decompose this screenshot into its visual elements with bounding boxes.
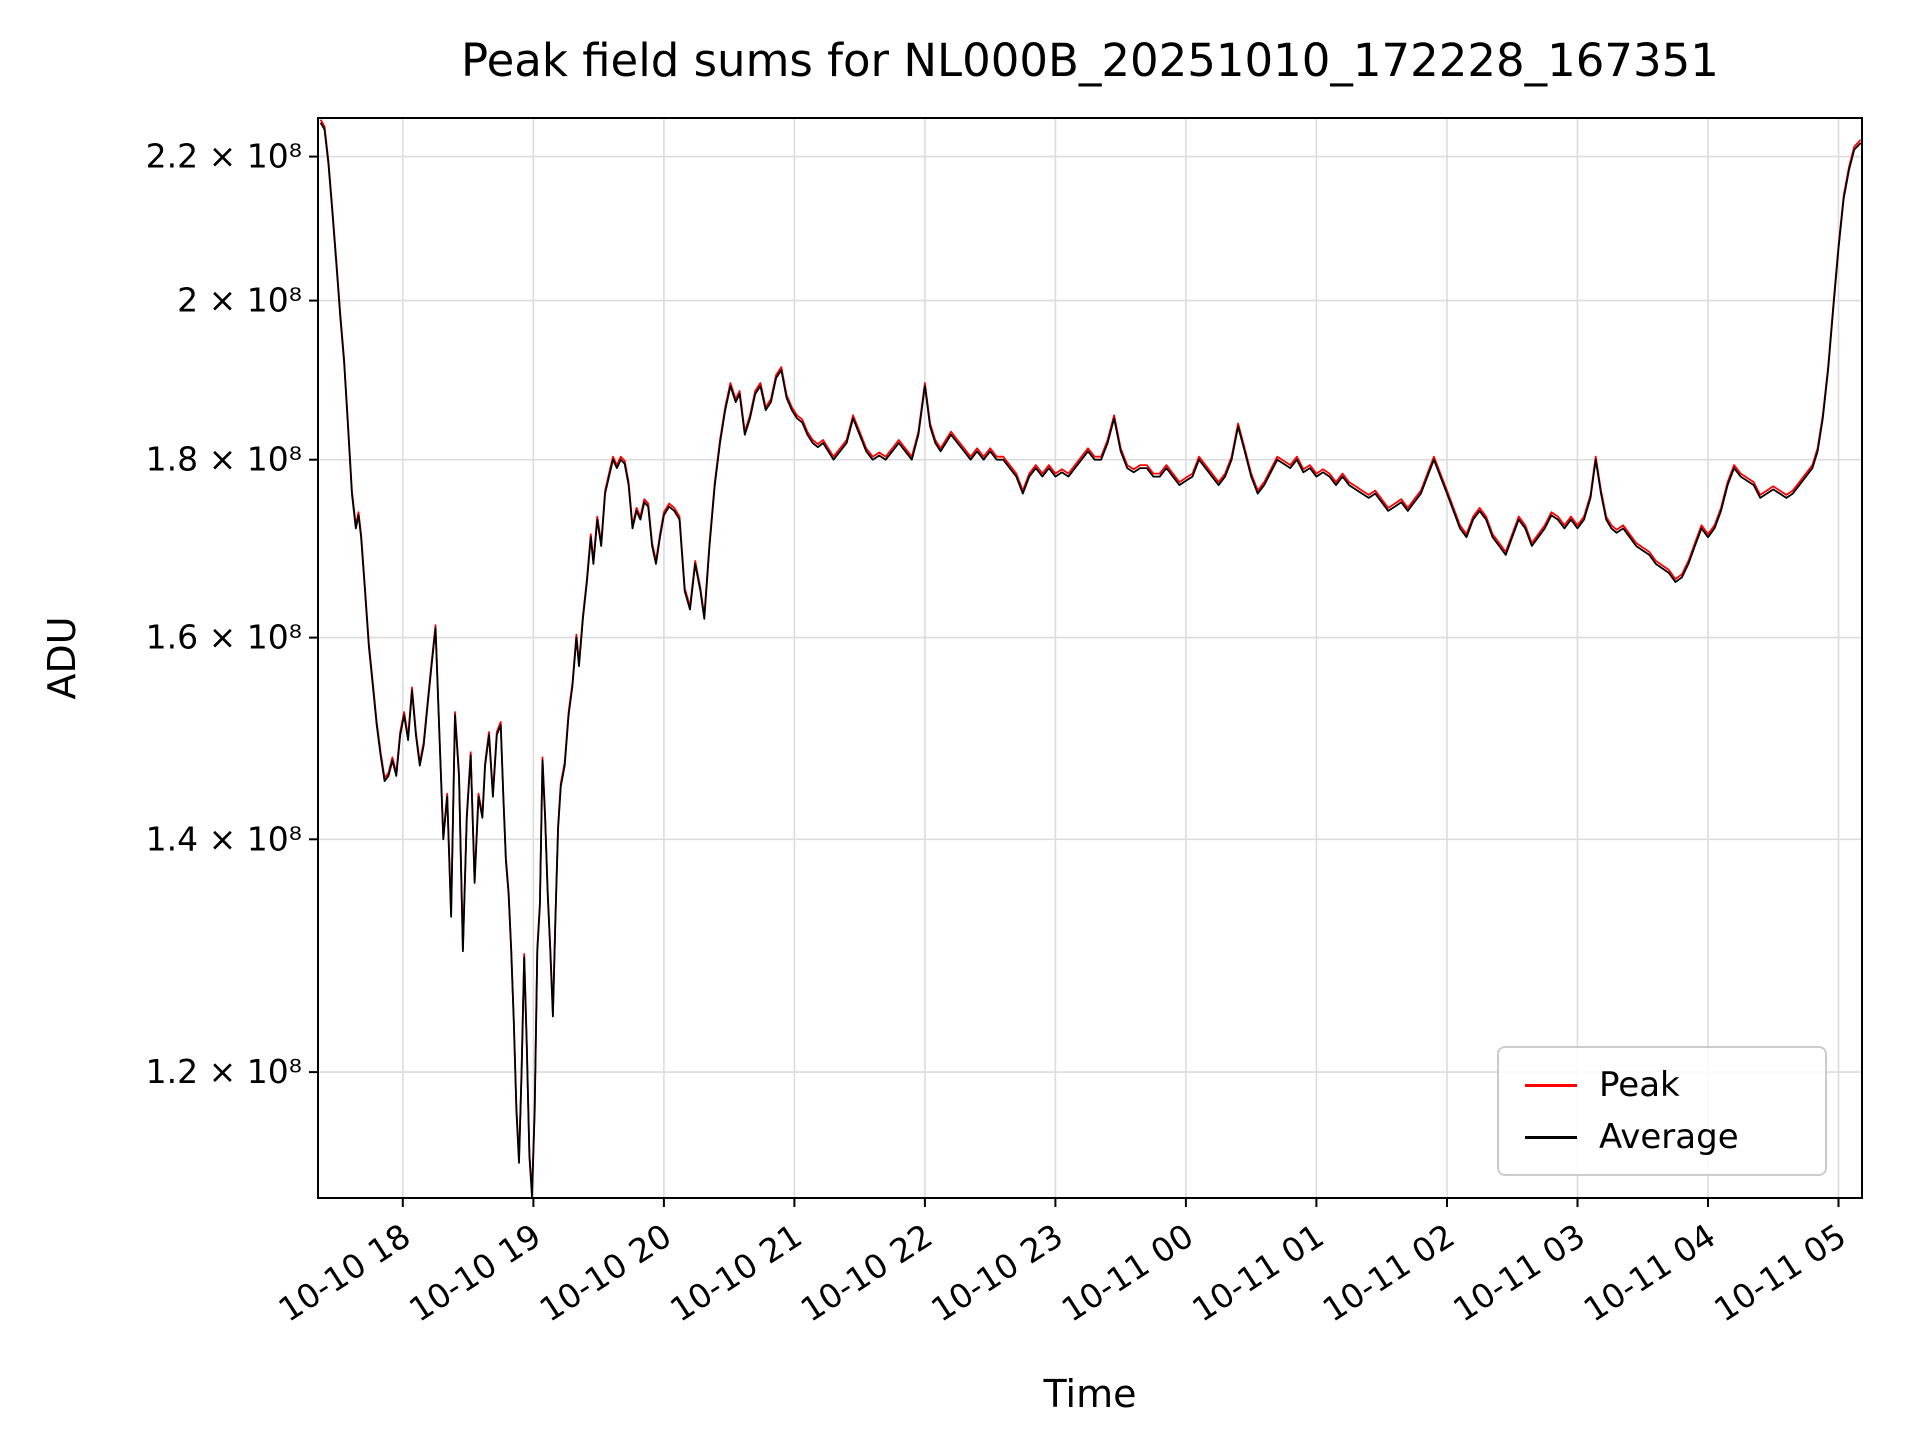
legend-label-peak: Peak <box>1599 1065 1680 1105</box>
chart-title: Peak field sums for NL000B_20251010_1722… <box>461 34 1719 87</box>
y-tick-label: 2 × 10⁸ <box>177 281 302 320</box>
x-tick-label: 10-10 23 <box>924 1216 1070 1330</box>
x-tick-label: 10-11 03 <box>1446 1216 1592 1330</box>
x-tick-label: 10-11 05 <box>1707 1216 1853 1330</box>
plot-border <box>317 117 1863 1199</box>
y-tick-label: 1.4 × 10⁸ <box>146 819 302 858</box>
x-tick-label: 10-11 04 <box>1577 1216 1723 1330</box>
x-tick-label: 10-10 22 <box>794 1216 940 1330</box>
legend-item-peak: Peak <box>1525 1068 1799 1102</box>
legend-label-average: Average <box>1599 1117 1739 1157</box>
x-axis-label: Time <box>1043 1372 1137 1416</box>
x-tick-label: 10-10 21 <box>663 1216 809 1330</box>
x-tick-label: 10-10 18 <box>271 1216 417 1330</box>
average-series-line <box>319 122 1862 1198</box>
y-tick-label: 1.6 × 10⁸ <box>146 618 302 657</box>
y-tick-label: 2.2 × 10⁸ <box>146 137 302 176</box>
peak-series-line <box>319 119 1862 1195</box>
x-tick-label: 10-10 19 <box>402 1216 548 1330</box>
x-tick-label: 10-10 20 <box>533 1216 679 1330</box>
legend-item-average: Average <box>1525 1120 1799 1154</box>
x-tick-label: 10-11 02 <box>1316 1216 1462 1330</box>
y-tick-label: 1.8 × 10⁸ <box>146 440 302 479</box>
x-tick-label: 10-11 01 <box>1185 1216 1331 1330</box>
y-tick-label: 1.2 × 10⁸ <box>146 1052 302 1091</box>
legend: Peak Average <box>1497 1046 1827 1176</box>
peak-line-swatch <box>1525 1083 1577 1087</box>
average-line-swatch <box>1525 1135 1577 1139</box>
x-tick-label: 10-11 00 <box>1055 1216 1201 1330</box>
